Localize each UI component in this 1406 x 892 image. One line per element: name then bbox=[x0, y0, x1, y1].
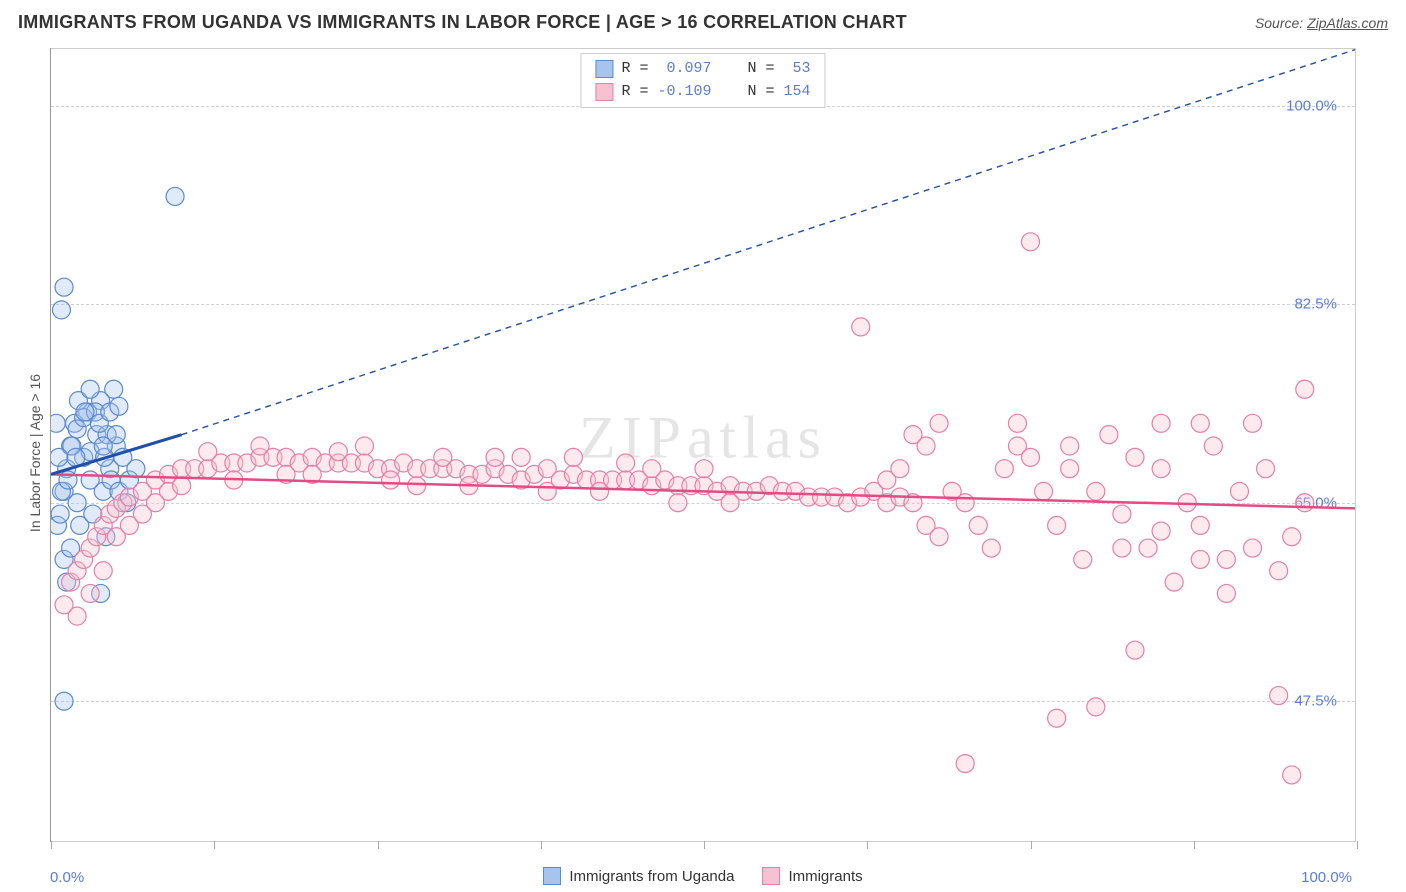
correlation-legend: R = 0.097 N = 53 R = -0.109 N = 154 bbox=[580, 53, 825, 108]
stat-r1: R = -0.109 N = 154 bbox=[621, 81, 810, 104]
legend-item-immigrants: Immigrants bbox=[762, 867, 862, 885]
legend-row-immigrants: R = -0.109 N = 154 bbox=[595, 81, 810, 104]
swatch-uganda bbox=[595, 60, 613, 78]
y-axis: In Labor Force | Age > 16 bbox=[16, 48, 46, 842]
swatch-immigrants bbox=[595, 83, 613, 101]
legend-label-immigrants: Immigrants bbox=[788, 868, 862, 885]
legend-label-uganda: Immigrants from Uganda bbox=[569, 868, 734, 885]
legend-swatch-uganda bbox=[543, 867, 561, 885]
chart-title: IMMIGRANTS FROM UGANDA VS IMMIGRANTS IN … bbox=[18, 12, 907, 33]
stat-r0: R = 0.097 N = 53 bbox=[621, 58, 810, 81]
source-prefix: Source: bbox=[1255, 15, 1307, 31]
plot-area: ZIPatlas R = 0.097 N = 53 R = -0.109 N =… bbox=[50, 48, 1356, 842]
legend-row-uganda: R = 0.097 N = 53 bbox=[595, 58, 810, 81]
y-axis-label: In Labor Force | Age > 16 bbox=[27, 374, 43, 532]
source-link[interactable]: ZipAtlas.com bbox=[1307, 15, 1388, 31]
legend-item-uganda: Immigrants from Uganda bbox=[543, 867, 734, 885]
scatter-plot bbox=[51, 49, 1355, 841]
chart-header: IMMIGRANTS FROM UGANDA VS IMMIGRANTS IN … bbox=[0, 0, 1406, 41]
legend-swatch-immigrants bbox=[762, 867, 780, 885]
source-attribution: Source: ZipAtlas.com bbox=[1255, 15, 1388, 31]
series-legend: Immigrants from Uganda Immigrants bbox=[0, 860, 1406, 892]
